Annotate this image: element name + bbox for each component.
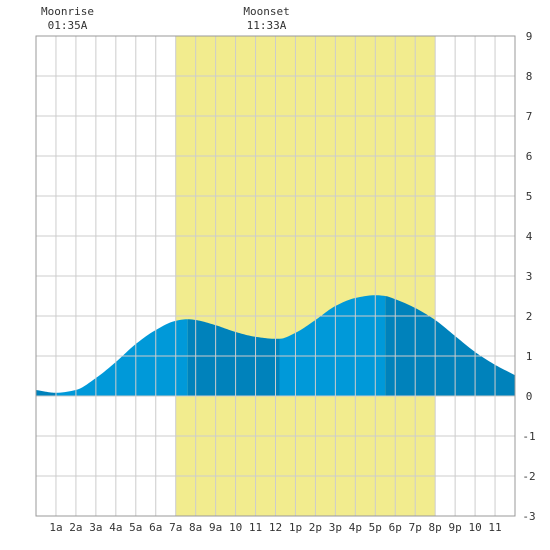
x-tick-label: 10 xyxy=(229,521,242,534)
tide-segment xyxy=(385,296,515,396)
x-tick-label: 4p xyxy=(349,521,362,534)
x-tick-label: 1p xyxy=(289,521,302,534)
x-tick-label: 9p xyxy=(449,521,462,534)
y-tick-label: 2 xyxy=(526,310,533,323)
x-tick-label: 7p xyxy=(409,521,422,534)
y-tick-label: 8 xyxy=(526,70,533,83)
x-tick-label: 5a xyxy=(129,521,142,534)
x-tick-label: 6p xyxy=(389,521,402,534)
x-tick-label: 2a xyxy=(69,521,82,534)
x-tick-label: 5p xyxy=(369,521,382,534)
moon-event-time: 11:33A xyxy=(247,19,287,32)
moon-event-label: Moonrise xyxy=(41,5,94,18)
y-tick-label: -3 xyxy=(522,510,535,523)
tide-segment xyxy=(36,390,56,396)
y-tick-label: 9 xyxy=(526,30,533,43)
x-tick-label: 2p xyxy=(309,521,322,534)
x-tick-label: 11 xyxy=(249,521,262,534)
y-tick-label: 3 xyxy=(526,270,533,283)
x-tick-label: 1a xyxy=(49,521,62,534)
x-tick-label: 3p xyxy=(329,521,342,534)
y-tick-label: 6 xyxy=(526,150,533,163)
x-tick-label: 10 xyxy=(468,521,481,534)
tide-segment xyxy=(279,295,386,396)
x-tick-label: 8p xyxy=(429,521,442,534)
x-tick-label: 8a xyxy=(189,521,202,534)
x-tick-label: 4a xyxy=(109,521,122,534)
plot-frame xyxy=(35,35,516,517)
moon-event-label: Moonset xyxy=(243,5,289,18)
x-tick-label: 3a xyxy=(89,521,102,534)
x-tick-label: 12 xyxy=(269,521,282,534)
y-tick-label: 5 xyxy=(526,190,533,203)
y-tick-label: 7 xyxy=(526,110,533,123)
x-tick-label: 7a xyxy=(169,521,182,534)
y-tick-label: 4 xyxy=(526,230,533,243)
y-tick-label: -2 xyxy=(522,470,535,483)
x-tick-label: 6a xyxy=(149,521,162,534)
y-tick-label: 0 xyxy=(526,390,533,403)
x-tick-label: 9a xyxy=(209,521,222,534)
moon-event-time: 01:35A xyxy=(48,19,88,32)
tide-segment xyxy=(187,319,280,396)
tide-segment xyxy=(55,319,188,396)
x-tick-label: 11 xyxy=(488,521,501,534)
y-tick-label: 1 xyxy=(526,350,533,363)
y-tick-label: -1 xyxy=(522,430,535,443)
